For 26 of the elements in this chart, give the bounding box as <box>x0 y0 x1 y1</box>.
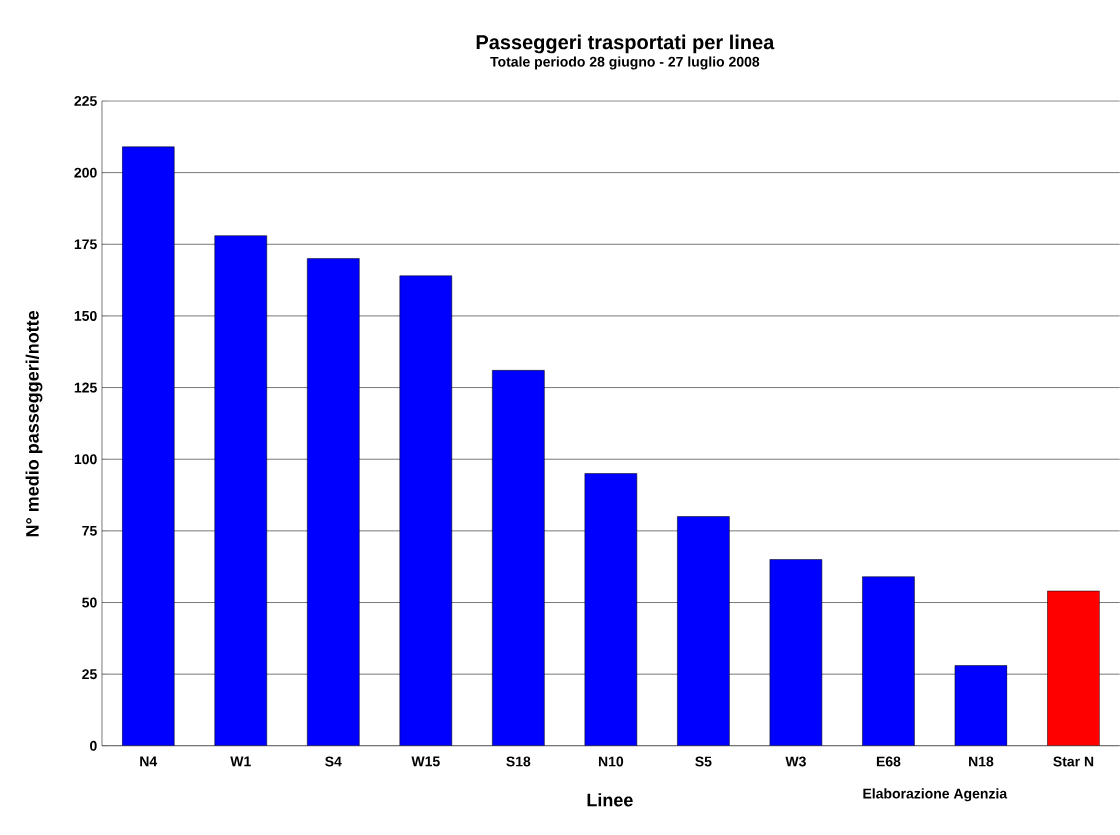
x-tick-label: W1 <box>230 756 251 767</box>
x-tick-label: S4 <box>325 756 342 767</box>
y-tick-label: 75 <box>82 526 97 536</box>
y-tick-label: 100 <box>74 454 97 465</box>
y-axis-title: N° medio passeggeri/notte <box>25 311 43 537</box>
y-tick-label: 125 <box>74 382 97 393</box>
x-tick-label: N4 <box>140 756 158 767</box>
chart-title: Passeggeri trasportati per linea <box>476 34 775 54</box>
x-tick-label: E68 <box>876 756 901 767</box>
y-tick-label: 225 <box>74 96 97 107</box>
text: Elaborazione Agenzia <box>863 788 1008 802</box>
y-tick-label: 150 <box>74 311 97 321</box>
x-tick-label: N10 <box>598 756 624 767</box>
x-tick-label: W3 <box>785 756 806 767</box>
x-tick-label: N18 <box>969 756 994 767</box>
x-tick-label: W15 <box>411 756 440 767</box>
y-tick-label: 50 <box>82 597 97 608</box>
x-tick-label: Star N <box>1053 756 1094 767</box>
x-tick-label: S18 <box>506 756 531 767</box>
chart-subtitle: Totale periodo 28 giugno - 27 luglio 2008 <box>490 56 760 70</box>
x-tick-label: S5 <box>695 756 712 767</box>
y-tick-label: 25 <box>82 669 97 680</box>
x-axis-title: Linee <box>587 793 633 807</box>
y-tick-label: 175 <box>74 239 97 250</box>
y-tick-label: 0 <box>90 740 97 751</box>
y-tick-label: 200 <box>74 167 97 178</box>
